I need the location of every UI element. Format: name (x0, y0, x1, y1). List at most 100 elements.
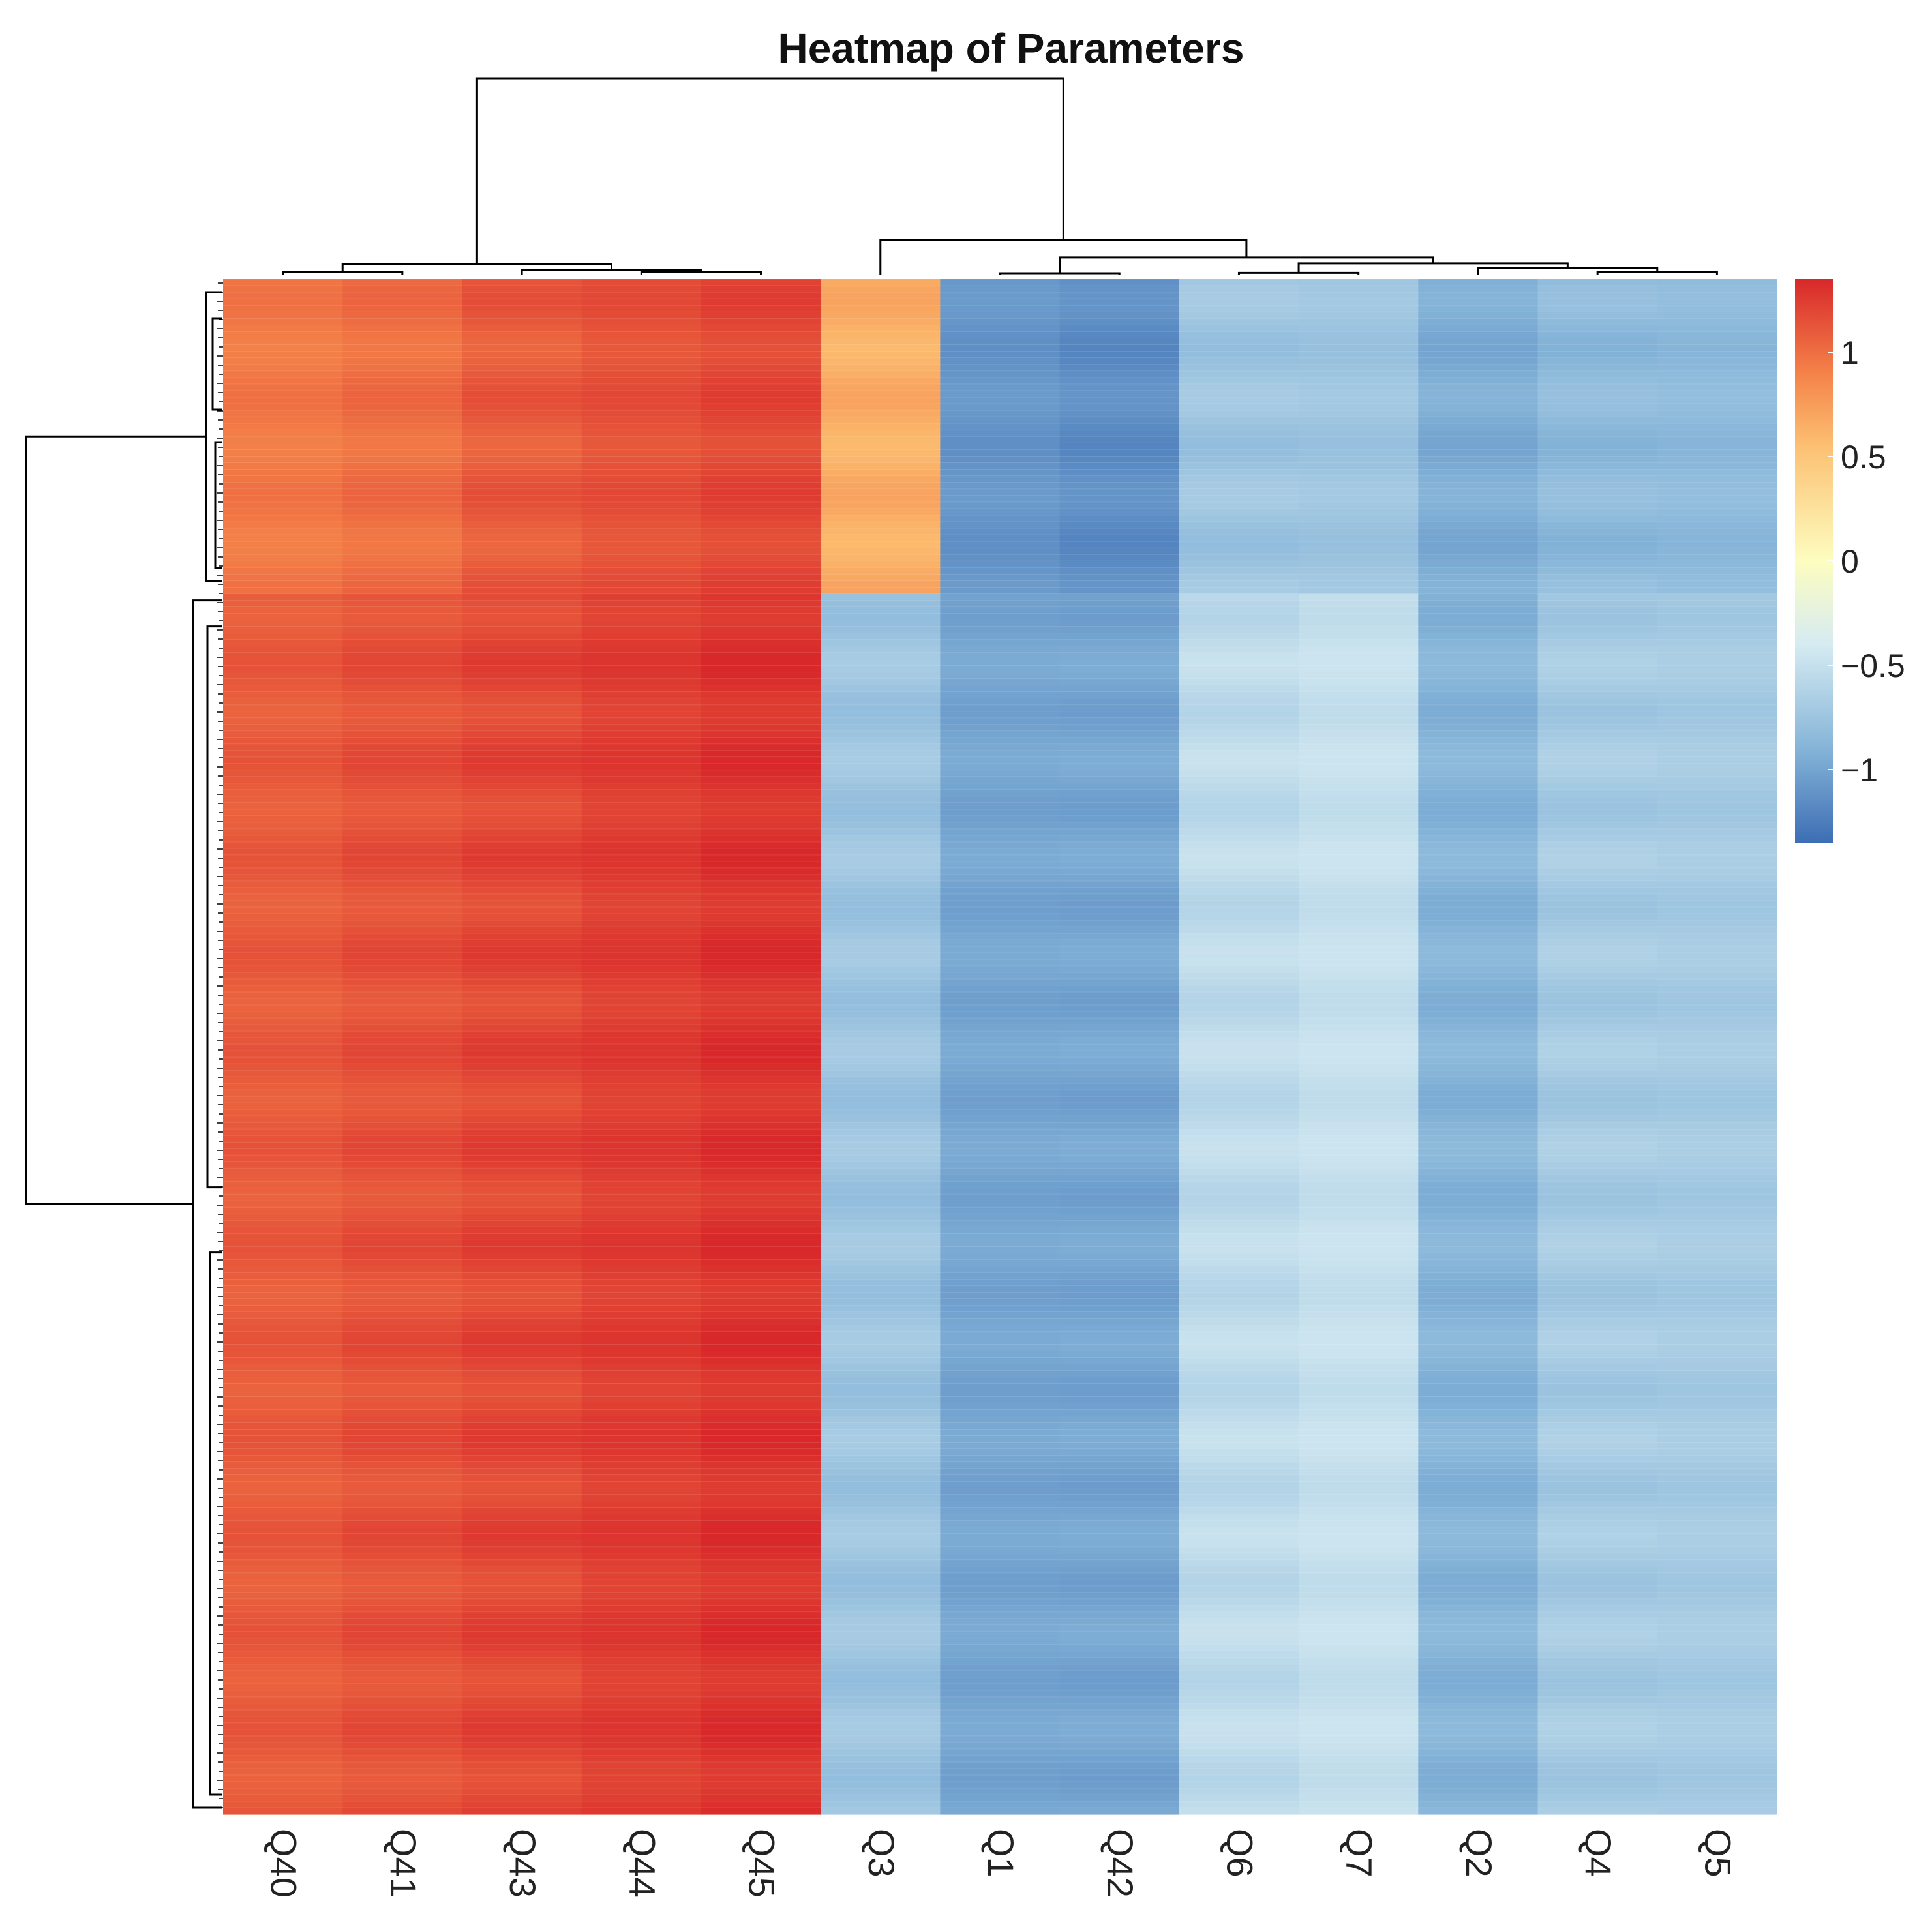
heatmap-cell (1418, 1683, 1539, 1691)
heatmap-cell (1537, 397, 1658, 404)
heatmap-cell (1657, 501, 1777, 509)
heatmap-cell (342, 1175, 463, 1182)
heatmap-cell (1059, 1403, 1180, 1411)
heatmap-cell (1179, 279, 1299, 286)
heatmap-cell (940, 776, 1061, 784)
heatmap-cell (581, 861, 702, 869)
heatmap-cell (223, 913, 343, 921)
heatmap-cell (462, 521, 582, 529)
row-dendrogram-branch (192, 599, 222, 1809)
heatmap-cell (342, 1761, 463, 1769)
heatmap-cell (1537, 952, 1658, 960)
heatmap-cell (1059, 770, 1180, 777)
heatmap-cell (940, 1168, 1061, 1175)
heatmap-cell (821, 1298, 941, 1306)
heatmap-cell (581, 1364, 702, 1371)
heatmap-cell (1537, 1540, 1658, 1548)
heatmap-cell (701, 410, 821, 417)
heatmap-cell (342, 1455, 463, 1463)
heatmap-cell (223, 1331, 343, 1339)
heatmap-cell (1537, 861, 1658, 869)
heatmap-cell (701, 397, 821, 404)
heatmap-cell (821, 854, 941, 862)
heatmap-cell (223, 1096, 343, 1103)
heatmap-cell (1418, 1011, 1539, 1019)
heatmap-cell (462, 1657, 582, 1665)
heatmap-cell (462, 1109, 582, 1116)
heatmap-cell (1657, 1553, 1777, 1561)
heatmap-cell (1059, 1318, 1180, 1326)
heatmap-cell (223, 972, 343, 980)
heatmap-cell (1537, 1357, 1658, 1365)
heatmap-cell (223, 756, 343, 764)
heatmap-cell (581, 1677, 702, 1684)
heatmap-cell (223, 1553, 343, 1561)
heatmap-cell (223, 828, 343, 836)
heatmap-cell (1418, 1559, 1539, 1567)
heatmap-cell (821, 979, 941, 986)
heatmap-cell (1537, 959, 1658, 966)
heatmap-cell (1657, 1220, 1777, 1227)
column-label-q40: Q40 (264, 1829, 305, 1898)
heatmap-cell (342, 1214, 463, 1221)
heatmap-cell (1179, 1611, 1299, 1619)
heatmap-cell (821, 730, 941, 738)
heatmap-cell (1657, 1018, 1777, 1025)
heatmap-cell (223, 678, 343, 686)
heatmap-cell (1059, 554, 1180, 561)
heatmap-cell (462, 665, 582, 673)
heatmap-cell (701, 286, 821, 293)
heatmap-cell (701, 841, 821, 849)
heatmap-cell (462, 1201, 582, 1208)
heatmap-cell (1299, 1188, 1419, 1195)
heatmap-cell (1657, 1090, 1777, 1097)
heatmap-cell (462, 1142, 582, 1149)
heatmap-cell (342, 1644, 463, 1652)
heatmap-cell (1418, 1657, 1539, 1665)
heatmap-cell (581, 854, 702, 862)
heatmap-cell (1418, 1807, 1539, 1815)
heatmap-cell (581, 979, 702, 986)
heatmap-cell (1418, 1598, 1539, 1606)
heatmap-cell (821, 802, 941, 810)
heatmap-cell (462, 913, 582, 921)
heatmap-cell (223, 939, 343, 947)
heatmap-cell (1179, 730, 1299, 738)
heatmap-cell (1059, 946, 1180, 953)
heatmap-cell (1418, 874, 1539, 882)
heatmap-cell (342, 1155, 463, 1162)
heatmap-cell (821, 867, 941, 875)
heatmap-cell (940, 893, 1061, 901)
heatmap-cell (581, 913, 702, 921)
heatmap-cell (1299, 1807, 1419, 1815)
heatmap-cell (223, 1083, 343, 1090)
heatmap-cell (701, 756, 821, 764)
heatmap-cell (342, 561, 463, 568)
heatmap-cell (1179, 946, 1299, 953)
heatmap-cell (701, 587, 821, 595)
heatmap-cell (1059, 646, 1180, 653)
heatmap-cell (1059, 887, 1180, 895)
heatmap-cell (1657, 620, 1777, 627)
heatmap-cell (1657, 913, 1777, 921)
heatmap-cell (821, 652, 941, 660)
heatmap-cell (1537, 1435, 1658, 1443)
heatmap-cell (1537, 1188, 1658, 1195)
heatmap-cell (1299, 1494, 1419, 1502)
heatmap-cell (821, 1038, 941, 1045)
heatmap-cell (342, 482, 463, 490)
heatmap-cell (581, 828, 702, 836)
heatmap-cell (462, 1533, 582, 1541)
heatmap-cell (342, 1442, 463, 1450)
heatmap-cell (940, 1474, 1061, 1482)
heatmap-cell (1537, 312, 1658, 319)
heatmap-cell (1657, 1768, 1777, 1776)
heatmap-cell (581, 685, 702, 693)
heatmap-cell (1657, 1455, 1777, 1463)
heatmap-cell (223, 665, 343, 673)
heatmap-cell (223, 404, 343, 411)
heatmap-cell (1059, 423, 1180, 430)
heatmap-cell (223, 449, 343, 457)
heatmap-cell (1059, 1298, 1180, 1306)
heatmap-cell (1537, 1703, 1658, 1711)
